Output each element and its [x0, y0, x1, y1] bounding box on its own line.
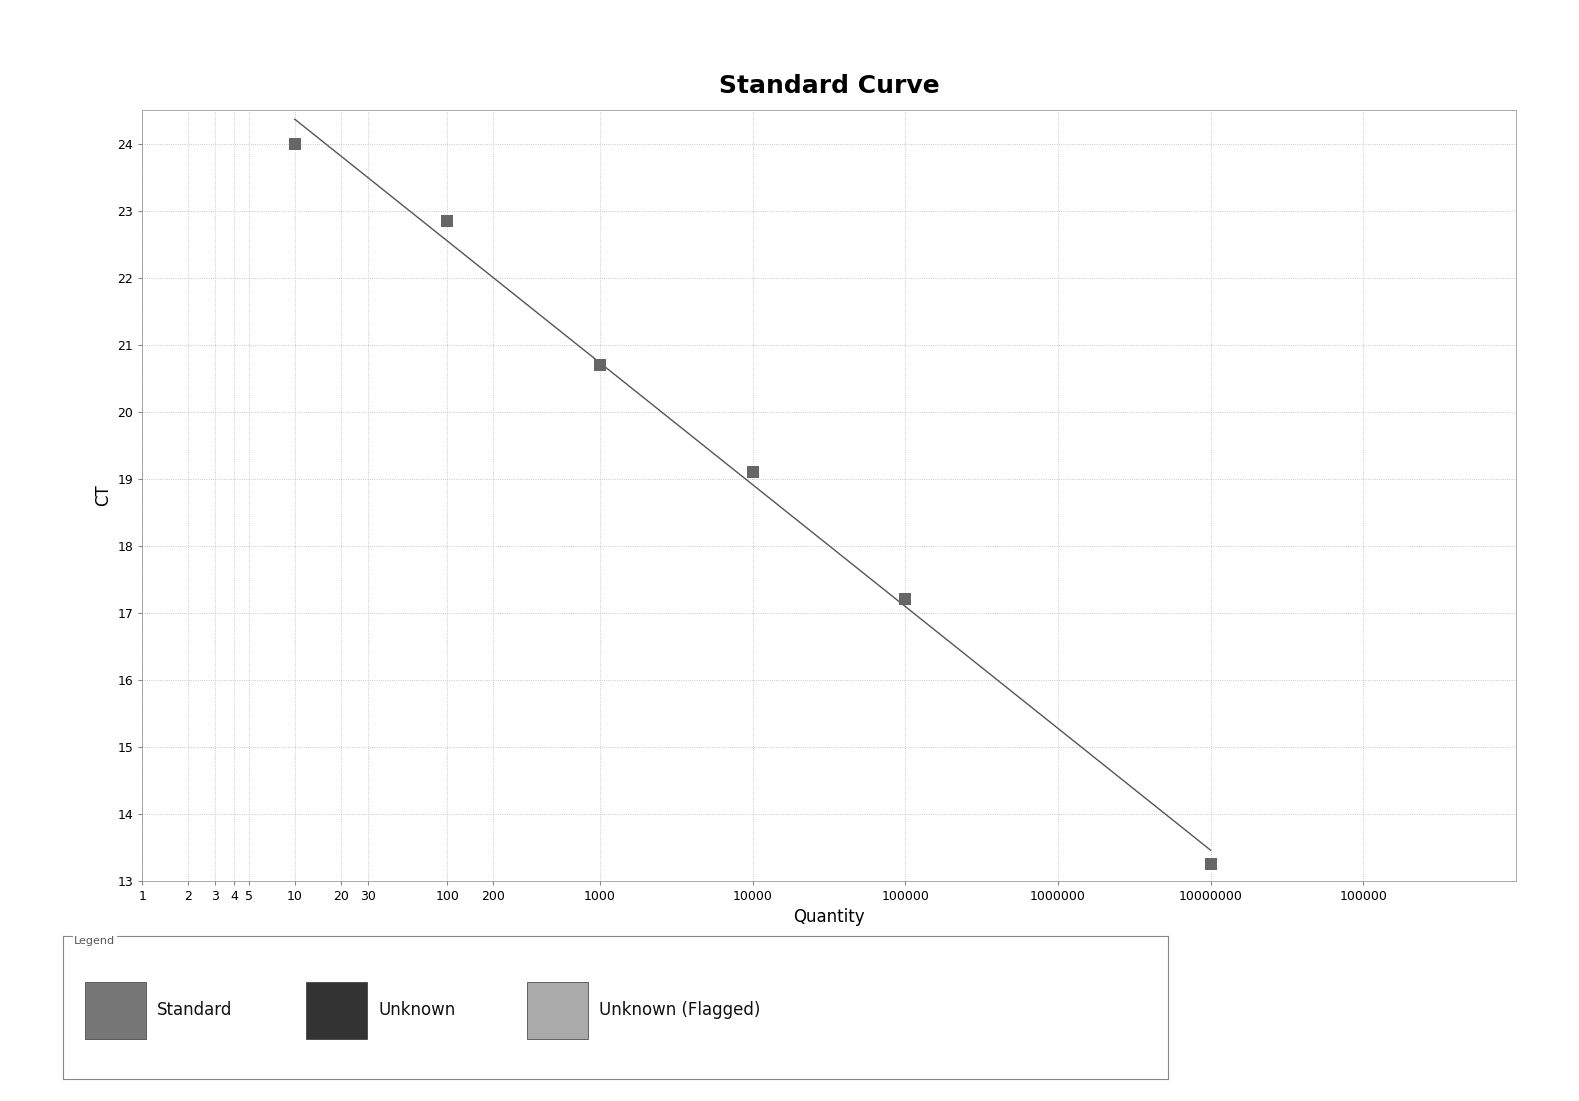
- Y-axis label: CT: CT: [93, 484, 112, 506]
- Point: [434, 211, 459, 229]
- Bar: [85, 982, 145, 1039]
- Point: [892, 590, 917, 608]
- Bar: [306, 982, 368, 1039]
- Point: [1198, 855, 1224, 873]
- Text: Standard: Standard: [158, 1001, 232, 1020]
- Text: Unknown (Flagged): Unknown (Flagged): [598, 1001, 761, 1020]
- Bar: [527, 982, 587, 1039]
- Point: [283, 134, 308, 152]
- Text: Unknown: Unknown: [379, 1001, 455, 1020]
- X-axis label: Quantity: Quantity: [793, 908, 865, 926]
- Point: [587, 356, 613, 373]
- Text: Legend: Legend: [74, 936, 115, 946]
- Title: Standard Curve: Standard Curve: [718, 75, 940, 98]
- Point: [741, 464, 766, 481]
